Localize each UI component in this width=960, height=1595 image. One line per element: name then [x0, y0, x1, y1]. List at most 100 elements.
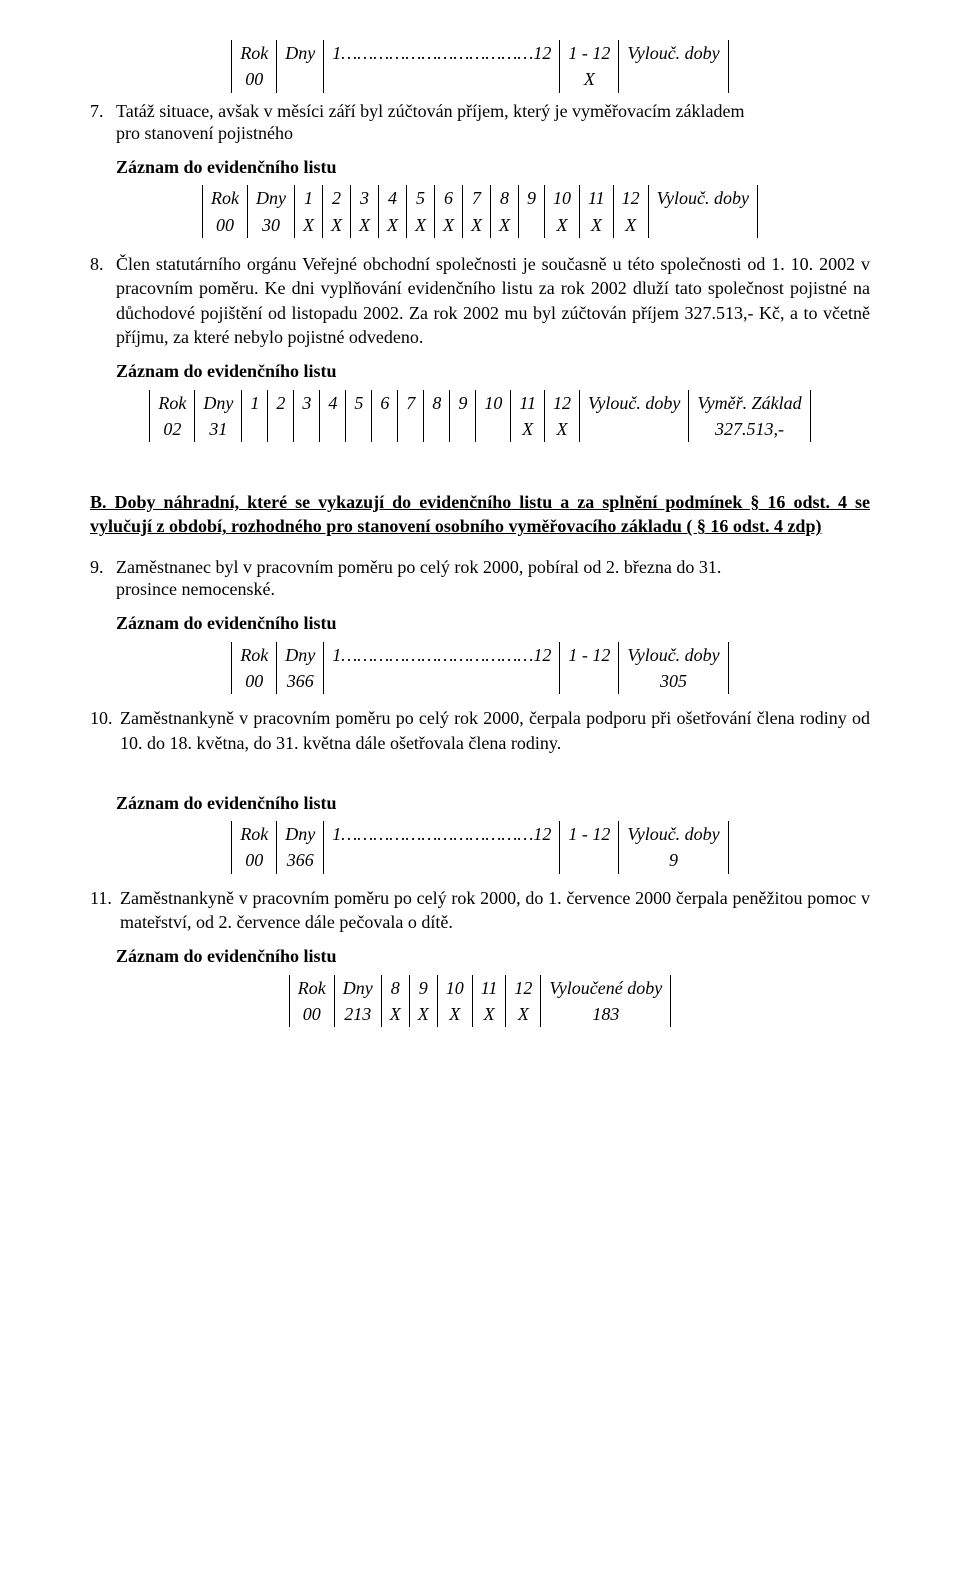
th: Rok — [289, 975, 334, 1001]
cell-text: 1 — [332, 645, 341, 665]
cell-text: 12 — [533, 43, 551, 63]
table-f: Rok Dny 8 9 10 11 12 Vyloučené doby 00 2… — [289, 975, 671, 1028]
td: X — [437, 1001, 472, 1027]
td — [324, 668, 560, 694]
td: X — [560, 66, 619, 92]
th: 9 — [450, 390, 476, 416]
td: 00 — [232, 668, 277, 694]
td: X — [351, 212, 379, 238]
td — [560, 668, 619, 694]
th: Vylouč. doby — [619, 821, 728, 847]
td — [580, 416, 689, 442]
text: Tatáž situace, avšak v měsíci září byl z… — [116, 101, 744, 121]
cell-text: 12 — [533, 645, 551, 665]
item-body-cont: prosince nemocenské. — [116, 577, 870, 601]
th: 11 — [472, 975, 506, 1001]
th: 12 — [506, 975, 541, 1001]
td — [324, 66, 560, 92]
td — [324, 847, 560, 873]
th: 1 — [242, 390, 268, 416]
page: Rok Dny 112 1 - 12 Vylouč. doby 00 X 7. … — [0, 0, 960, 1595]
dots — [341, 645, 533, 665]
th: 1 - 12 — [560, 40, 619, 66]
item-body: Tatáž situace, avšak v měsíci září byl z… — [116, 99, 870, 123]
th: 3 — [351, 185, 379, 211]
td: X — [409, 1001, 437, 1027]
td — [648, 212, 757, 238]
th: 2 — [268, 390, 294, 416]
th: Dny — [277, 40, 324, 66]
td — [450, 416, 476, 442]
td — [398, 416, 424, 442]
th: Vylouč. doby — [619, 642, 728, 668]
td: 00 — [232, 847, 277, 873]
cell-text: 1 — [332, 824, 341, 844]
td: 366 — [277, 847, 324, 873]
td: X — [545, 212, 580, 238]
table-a: Rok Dny 112 1 - 12 Vylouč. doby 00 X — [231, 40, 728, 93]
td: X — [580, 212, 614, 238]
th: 11 — [511, 390, 545, 416]
td — [372, 416, 398, 442]
td — [294, 416, 320, 442]
th: 5 — [407, 185, 435, 211]
th: Rok — [150, 390, 195, 416]
heading-zaznam: Záznam do evidenčního listu — [116, 359, 870, 383]
text: pro stanovení pojistného — [116, 123, 293, 143]
td: X — [295, 212, 323, 238]
th: 8 — [424, 390, 450, 416]
td: 183 — [541, 1001, 671, 1027]
th: Vylouč. doby — [580, 390, 689, 416]
th: 10 — [437, 975, 472, 1001]
th: 1 - 12 — [560, 821, 619, 847]
th: 6 — [435, 185, 463, 211]
dots — [341, 824, 533, 844]
td: X — [545, 416, 580, 442]
th: 11 — [580, 185, 614, 211]
th: Rok — [232, 642, 277, 668]
heading-zaznam: Záznam do evidenčního listu — [116, 944, 870, 968]
td: 9 — [619, 847, 728, 873]
th: 7 — [398, 390, 424, 416]
td — [519, 212, 545, 238]
heading-zaznam: Záznam do evidenčního listu — [116, 611, 870, 635]
td: X — [379, 212, 407, 238]
item-number: 11. — [90, 886, 120, 935]
td: X — [435, 212, 463, 238]
item-body: Člen statutárního orgánu Veřejné obchodn… — [116, 252, 870, 349]
td — [476, 416, 511, 442]
td — [424, 416, 450, 442]
th: Rok — [232, 40, 277, 66]
item-body-cont: pro stanovení pojistného — [116, 121, 870, 145]
td: 366 — [277, 668, 324, 694]
th: 1 — [295, 185, 323, 211]
th: 4 — [320, 390, 346, 416]
th: 1 12 — [324, 642, 560, 668]
list-item-11: 11. Zaměstnankyně v pracovním poměru po … — [90, 886, 870, 935]
td — [268, 416, 294, 442]
item-number: 9. — [90, 555, 116, 579]
item-number: 7. — [90, 99, 116, 123]
th: 1 - 12 — [560, 642, 619, 668]
th: 8 — [491, 185, 519, 211]
td: 31 — [195, 416, 242, 442]
td: 00 — [203, 212, 248, 238]
td: 30 — [248, 212, 295, 238]
td: X — [323, 212, 351, 238]
th: Dny — [334, 975, 381, 1001]
item-number: 10. — [90, 706, 120, 755]
td: X — [491, 212, 519, 238]
td: X — [407, 212, 435, 238]
th: Vyměř. Základ — [689, 390, 810, 416]
th: 112 — [324, 821, 560, 847]
td — [560, 847, 619, 873]
heading-zaznam: Záznam do evidenčního listu — [116, 791, 870, 815]
th: 6 — [372, 390, 398, 416]
th: Vyloučené doby — [541, 975, 671, 1001]
th: Vylouč. doby — [648, 185, 757, 211]
td: 327.513,- — [689, 416, 810, 442]
th: Dny — [248, 185, 295, 211]
list-item-10: 10. Zaměstnankyně v pracovním poměru po … — [90, 706, 870, 755]
th: 12 — [613, 185, 648, 211]
td — [346, 416, 372, 442]
